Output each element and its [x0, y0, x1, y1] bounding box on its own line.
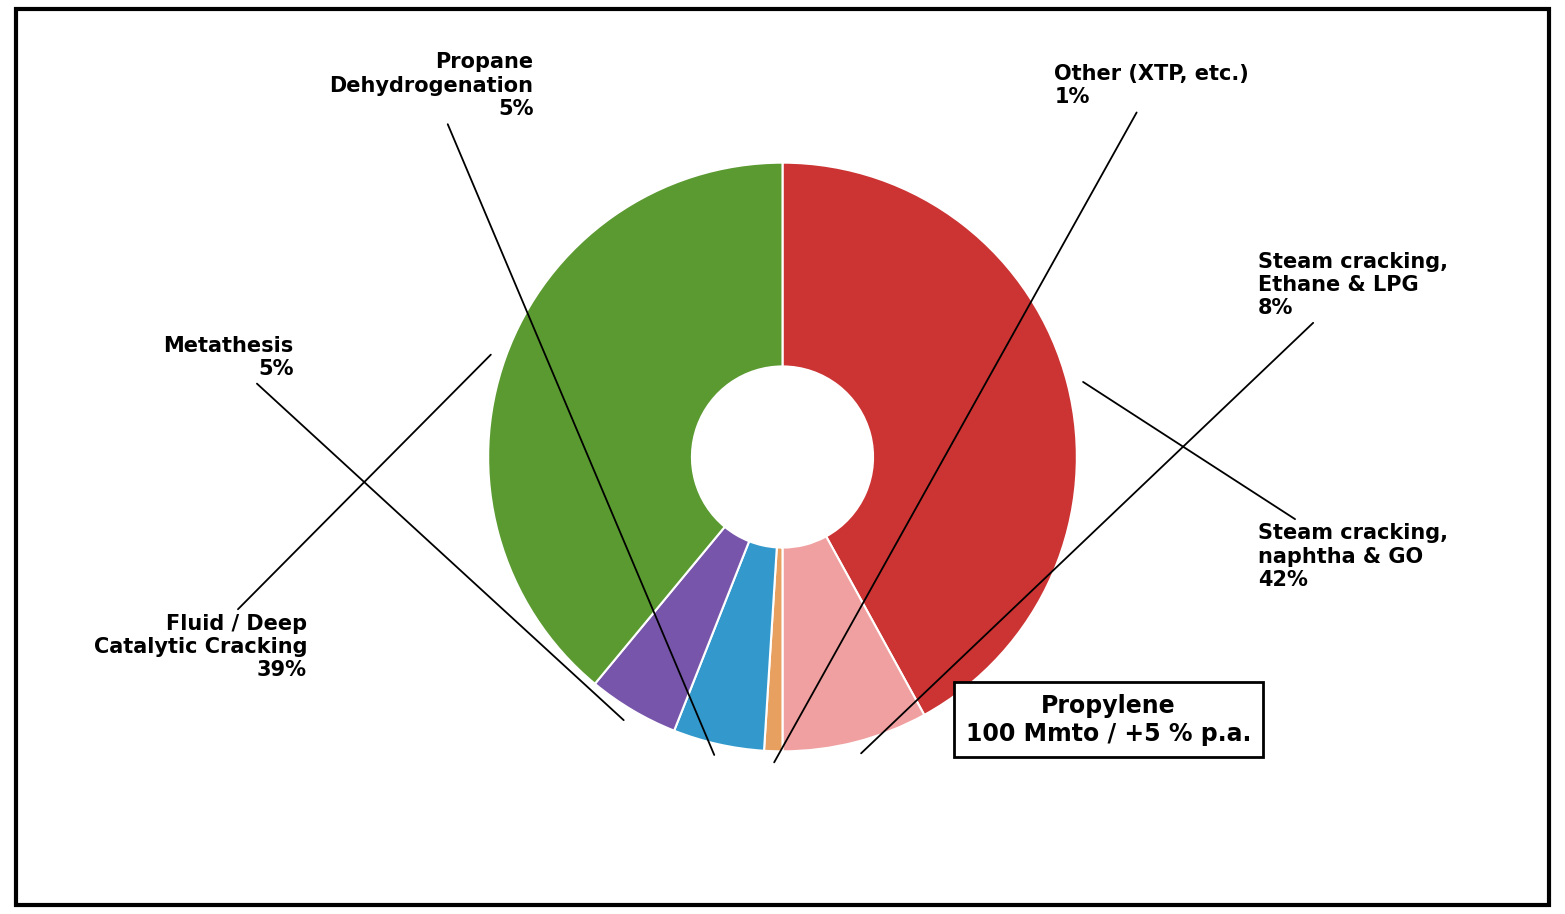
- Text: Other (XTP, etc.)
1%: Other (XTP, etc.) 1%: [775, 64, 1249, 762]
- Text: Propane
Dehydrogenation
5%: Propane Dehydrogenation 5%: [330, 52, 714, 755]
- Text: Fluid / Deep
Catalytic Cracking
39%: Fluid / Deep Catalytic Cracking 39%: [94, 355, 491, 680]
- Text: Steam cracking,
Ethane & LPG
8%: Steam cracking, Ethane & LPG 8%: [861, 251, 1448, 753]
- Wedge shape: [782, 537, 925, 751]
- Text: Steam cracking,
naphtha & GO
42%: Steam cracking, naphtha & GO 42%: [1083, 382, 1448, 590]
- Wedge shape: [764, 547, 782, 751]
- Text: Propylene
100 Mmto / +5 % p.a.: Propylene 100 Mmto / +5 % p.a.: [966, 694, 1252, 746]
- Wedge shape: [488, 163, 782, 684]
- Wedge shape: [782, 163, 1077, 715]
- Wedge shape: [595, 526, 750, 730]
- Text: Metathesis
5%: Metathesis 5%: [163, 335, 624, 720]
- Wedge shape: [675, 541, 776, 750]
